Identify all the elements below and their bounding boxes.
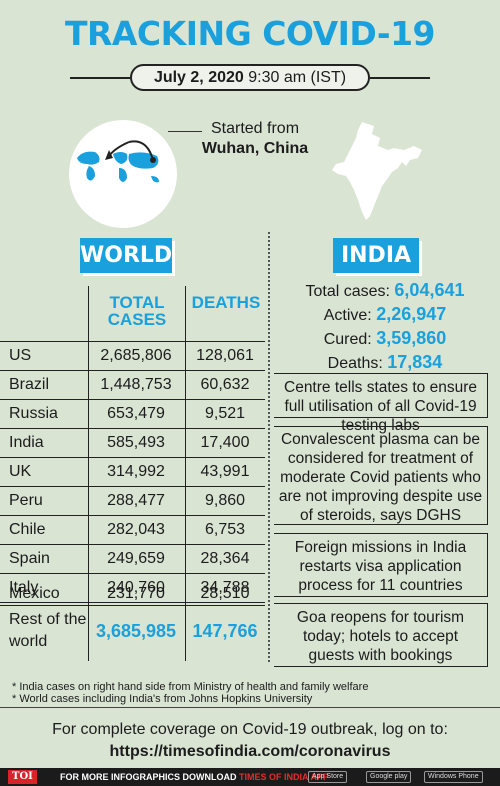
stat-label: Cured: [323,331,372,348]
coverage-note: For complete coverage on Covid-19 outbre… [0,719,500,763]
coverage-link[interactable]: https://timesofindia.com/coronavirus [109,743,391,760]
deaths-cell: 6,753 [204,521,246,538]
table-row-rest: Rest of the world 3,685,985 147,766 [0,606,265,662]
country-cell: Mexico [9,585,60,602]
country-cell: Italy [9,579,39,596]
total-cell: 240,760 [107,579,165,596]
country-cell: Spain [9,550,50,567]
deaths-cell: 60,632 [200,376,250,393]
footer-divider [0,707,500,708]
country-cell: UK [9,463,32,480]
news-item: Goa reopens for tourism today; hotels to… [274,603,488,667]
windows-phone-badge[interactable]: Windows Phone [424,771,483,783]
total-cell: 1,448,753 [100,376,172,393]
origin-label: Started from [210,120,300,137]
table-row: Italy 240,760 34,788 [0,574,265,603]
promo-app-name: TIMES OF INDIA APP [239,772,329,782]
google-play-badge[interactable]: Google play [366,771,412,783]
col-header-deaths: DEATHS [191,293,261,312]
deaths-cell: 9,521 [204,405,246,422]
world-map-icon [77,140,159,183]
stat-value: 17,834 [387,352,443,372]
total-cell: 314,992 [107,463,165,480]
table-row: Peru 288,477 9,860 [0,487,265,516]
table-row: Spain 249,659 28,364 [0,545,265,574]
time-text: 9:30 am (IST) [248,69,347,86]
deaths-cell: 147,766 [192,621,258,641]
footnotes: * India cases on right hand side from Mi… [12,681,368,705]
country-cell: Chile [9,521,46,538]
stat-deaths: Deaths: 17,834 [300,351,470,375]
deaths-cell: 43,991 [200,463,250,480]
news-item: Centre tells states to ensure full utili… [274,373,488,434]
date-text: July 2, 2020 [153,69,244,86]
column-divider [268,232,270,662]
promo-prefix: FOR MORE INFOGRAPHICS DOWNLOAD [60,772,237,782]
total-cell: 282,043 [107,521,165,538]
promo-text: FOR MORE INFOGRAPHICS DOWNLOAD TIMES OF … [60,768,329,786]
world-globe-illustration [69,120,177,228]
country-cell: Rest of the world [9,611,87,650]
deaths-cell: 9,860 [204,492,246,509]
footnote-india: * India cases on right hand side from Mi… [12,681,369,693]
stat-label: Total cases: [305,283,390,300]
stat-value: 2,26,947 [376,304,447,324]
origin-callout: Started from Wuhan, China [200,119,310,159]
deaths-cell: 34,788 [200,579,250,596]
stat-label: Active: [323,307,372,324]
bottom-promo-bar: TOI FOR MORE INFOGRAPHICS DOWNLOAD TIMES… [0,768,500,786]
table-row: Mexico 231,770 28,510 [0,580,265,606]
total-cell: 653,479 [107,405,165,422]
total-cell: 288,477 [107,492,165,509]
total-cell: 585,493 [107,434,165,451]
table-row: India 585,493 17,400 [0,429,265,458]
total-cell: 2,685,806 [100,347,172,364]
table-row: Brazil 1,448,753 60,632 [0,371,265,400]
world-heading: WORLD [80,238,172,273]
news-item: Foreign missions in India restarts visa … [274,533,488,597]
stat-active: Active: 2,26,947 [300,303,470,327]
date-rule-right [370,77,430,79]
india-stats: Total cases: 6,04,641 Active: 2,26,947 C… [300,279,470,375]
table-col-line-1 [88,286,89,661]
news-item: Convalescent plasma can be considered fo… [274,426,488,525]
stat-value: 6,04,641 [394,280,465,300]
deaths-cell: 28,510 [200,585,250,602]
total-cell: 249,659 [107,550,165,567]
date-rule-left [70,77,130,79]
table-row: Chile 282,043 6,753 [0,516,265,545]
coverage-text: For complete coverage on Covid-19 outbre… [52,721,448,738]
stat-cured: Cured: 3,59,860 [300,327,470,351]
col-header-total: TOTAL CASES [107,293,167,329]
table-row: US 2,685,806 128,061 [0,341,265,371]
deaths-cell: 28,364 [200,550,250,567]
page-title: TRACKING COVID-19 [64,14,436,53]
country-cell: Brazil [9,376,50,393]
toi-logo[interactable]: TOI [8,770,37,784]
date-badge: July 2, 2020 9:30 am (IST) [130,64,370,91]
table-col-line-2 [185,286,186,661]
table-row: Russia 653,479 9,521 [0,400,265,429]
country-cell: US [9,347,32,364]
app-store-badge[interactable]: App Store [308,771,348,783]
table-row: UK 314,992 43,991 [0,458,265,487]
stat-total: Total cases: 6,04,641 [300,279,470,303]
country-cell: India [9,434,44,451]
india-map-icon [332,122,422,220]
country-cell: Peru [9,492,43,509]
total-cell: 231,770 [107,585,165,602]
india-heading: INDIA [333,238,419,273]
stat-value: 3,59,860 [376,328,447,348]
deaths-cell: 17,400 [200,434,250,451]
deaths-cell: 128,061 [196,347,254,364]
stat-label: Deaths: [327,355,383,372]
total-cell: 3,685,985 [95,621,177,641]
origin-place: Wuhan, China [201,140,309,157]
footnote-world: * World cases including India's from Joh… [12,693,313,705]
country-cell: Russia [9,405,58,422]
origin-leader-line [168,131,202,132]
